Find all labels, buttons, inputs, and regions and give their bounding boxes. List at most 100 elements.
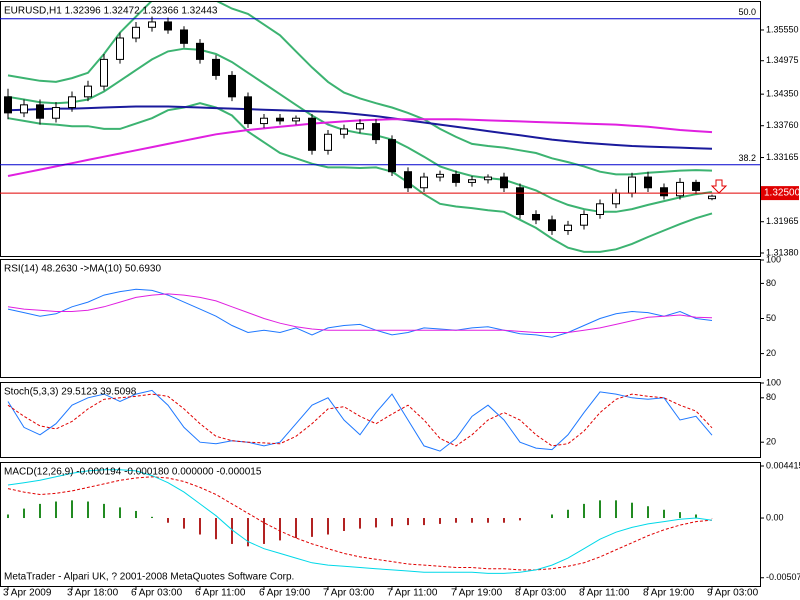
candle-body [676,181,684,197]
histogram-bar [327,518,329,535]
histogram-bar [423,518,425,526]
x-tick-label: 7 Apr 19:00 [451,588,503,599]
y-tick-label: 1.33165 [766,152,799,162]
candle-body [708,195,716,200]
histogram-bar [439,518,441,524]
pane-title: EURUSD,H1 1.32396 1.32472 1.32366 1.3244… [4,6,218,17]
candle-body [404,171,412,189]
x-tick-label: 6 Apr 11:00 [195,588,246,599]
histogram-bar [231,518,233,544]
y-tick-label: 0.004415 [766,460,800,470]
indicator-line [7,389,713,452]
y-tick-label: 20 [766,348,776,358]
candle-body [4,96,12,114]
histogram-bar [263,518,265,544]
candle-body [420,176,428,189]
y-tick-label: 1.34975 [766,55,799,65]
histogram-bar [199,518,201,535]
y-tick-label: 1.31965 [766,216,799,226]
indicator-line [7,47,713,213]
candle-body [260,117,268,125]
x-tick-label: 8 Apr 03:00 [515,588,567,599]
histogram-bar [183,518,185,529]
y-tick-label: 0.00 [766,512,784,522]
candle-body [628,176,636,194]
candle-body [164,21,172,31]
histogram-bar [103,503,105,519]
candle-body [100,58,108,87]
y-tick-label: 80 [766,392,776,402]
candle-body [52,107,60,119]
histogram-bar [471,518,473,523]
histogram-bar [551,514,553,519]
candle-body [660,187,668,197]
level-label: 38.2 [738,153,756,163]
histogram-bar [295,518,297,539]
histogram-bar [567,509,569,519]
indicator-line [7,102,713,253]
pane-title: MACD(12,26,9) -0.000194 -0.000180 0.0000… [4,467,262,478]
x-tick-label: 3 Apr 18:00 [67,588,119,599]
pane [7,288,713,338]
candle-body [596,203,604,215]
histogram-bar [247,518,249,547]
histogram-bar [519,518,521,521]
histogram-bar [455,518,457,523]
histogram-bar [39,503,41,519]
y-tick-label: 1.34350 [766,89,799,99]
pane-border [0,382,761,458]
histogram-bar [151,516,153,519]
x-tick-label: 6 Apr 03:00 [131,588,183,599]
histogram-bar [599,500,601,519]
x-tick-label: 3 Apr 2009 [3,588,52,599]
pane [7,389,713,452]
candle-body [436,173,444,178]
histogram-bar [631,502,633,519]
candle-body [244,96,252,125]
candle-body [564,224,572,232]
footer: MetaTrader - Alpari UK, ? 2001-2008 Meta… [4,572,294,583]
histogram-bar [215,518,217,540]
candle-body [148,21,156,28]
y-tick-label: 1.33760 [766,120,799,130]
histogram-bar [647,506,649,519]
candle-body [468,179,476,183]
indicator-line [7,288,713,338]
x-tick-label: 7 Apr 03:00 [323,588,375,599]
candle-body [212,58,220,76]
candle-body [452,173,460,183]
candle-body [484,176,492,181]
candle-body [84,85,92,98]
indicator-line [7,2,713,176]
y-tick-label: 50 [766,313,776,323]
candle-body [20,104,28,114]
bid-label-box [761,186,799,201]
candle-body [132,26,140,39]
candle-body [228,74,236,98]
histogram-bar [375,518,377,528]
pane-title: Stoch(5,3,3) 29.5123 39.5098 [4,387,137,398]
candle-body [68,96,76,109]
histogram-bar [71,500,73,519]
pane-border [0,462,761,587]
candle-body [308,117,316,151]
x-tick-label: 8 Apr 11:00 [579,588,630,599]
sell-arrow [710,179,728,194]
level-label: 50.0 [738,7,756,17]
x-tick-label: 8 Apr 19:00 [643,588,695,599]
indicator-line [7,293,713,333]
histogram-bar [663,509,665,519]
y-tick-label: -0.00507 [766,572,800,582]
y-tick-label: 100 [766,254,781,264]
histogram-bar [279,518,281,541]
histogram-bar [679,512,681,519]
histogram-bar [407,518,409,526]
candle-body [276,117,284,122]
histogram-bar [615,500,617,519]
histogram-bar [503,518,505,523]
candle-body [180,29,188,44]
x-tick-label: 7 Apr 11:00 [387,588,438,599]
histogram-bar [87,501,89,519]
histogram-bar [359,518,361,529]
candle-body [548,219,556,232]
